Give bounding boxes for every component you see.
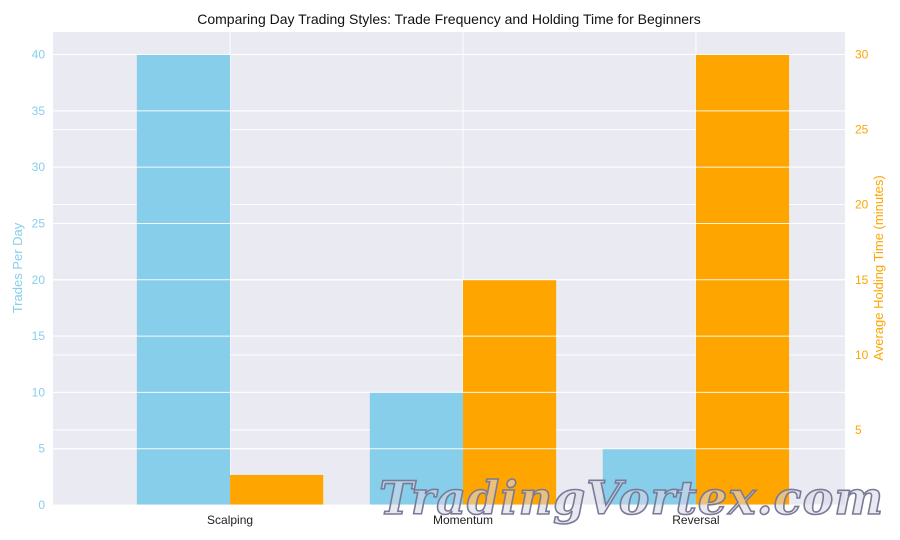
chart-title: Comparing Day Trading Styles: Trade Freq… <box>197 11 700 27</box>
tick-label-right: 5 <box>855 423 862 437</box>
x-tick-label: Momentum <box>433 513 493 527</box>
bar-holding-time-scalping <box>230 474 324 505</box>
tick-label-left: 25 <box>32 216 46 230</box>
x-axis-ticks: Scalping Momentum Reversal <box>207 513 720 527</box>
gridlines-overlay <box>53 54 845 506</box>
tick-label-left: 15 <box>32 329 46 343</box>
tick-label-left: 5 <box>38 442 45 456</box>
watermark-text: TradingVortex.com <box>379 471 884 525</box>
tick-label-right: 25 <box>855 123 869 137</box>
y-axis-label-left: Trades Per Day <box>10 222 25 313</box>
tick-label-left: 20 <box>32 273 46 287</box>
tick-label-left: 30 <box>32 160 46 174</box>
tick-label-left: 40 <box>32 48 46 62</box>
tick-label-left: 10 <box>32 385 46 399</box>
tick-label-right: 20 <box>855 198 869 212</box>
tick-label-left: 0 <box>38 498 45 512</box>
tick-label-right: 10 <box>855 348 869 362</box>
y-axis-label-right: Average Holding Time (minutes) <box>871 175 886 360</box>
tick-label-right: 30 <box>855 48 869 62</box>
x-tick-label: Reversal <box>672 513 719 527</box>
bar-trades-per-day-reversal <box>602 448 696 505</box>
tick-label-right: 15 <box>855 273 869 287</box>
x-tick-label: Scalping <box>207 513 253 527</box>
right-axis-ticks: 5 10 15 20 25 30 <box>855 48 869 437</box>
left-axis-ticks: 0 5 10 15 20 25 30 35 40 <box>32 48 46 512</box>
tick-label-left: 35 <box>32 104 46 118</box>
